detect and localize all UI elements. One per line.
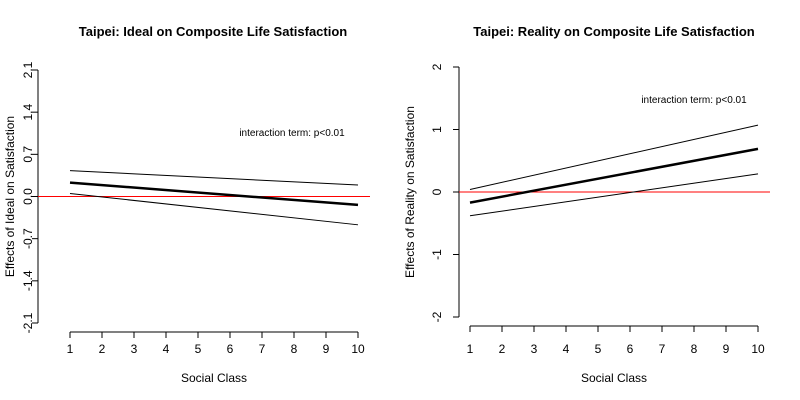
panel-1-x-axis-label: Social Class — [181, 371, 247, 385]
panel-2-x-tick-label: 7 — [659, 342, 666, 356]
panel-1-y-axis-label: Effects of Ideal on Satisfaction — [3, 116, 17, 277]
panel-2-x-axis-label: Social Class — [581, 371, 647, 385]
panel-2-series-lower-line — [469, 173, 759, 217]
panel-1-y-tick-label: 0.7 — [21, 146, 35, 163]
panel-1-y-tick-label: 0.0 — [21, 188, 35, 205]
panel-2-x-tick-label: 1 — [467, 342, 474, 356]
panel-2-series-estimate-line — [469, 147, 759, 204]
panel-1-x-tick-label: 3 — [131, 342, 138, 356]
panel-1-y-tick-label: 2.1 — [21, 61, 35, 78]
panel-1-series-estimate-line — [69, 181, 359, 207]
panel-2-x-tick-label: 8 — [691, 342, 698, 356]
panel-1-x-tick-label: 9 — [323, 342, 330, 356]
panel-2-y-tick-label: 1 — [430, 126, 444, 133]
panel-2-y-tick-label: -2 — [430, 311, 444, 322]
panel-1-x-tick-label: 5 — [195, 342, 202, 356]
panel-1-x-tick-label: 6 — [227, 342, 234, 356]
panel-2-x-tick-label: 4 — [563, 342, 570, 356]
panel-1-x-tick-label: 7 — [259, 342, 266, 356]
panel-2-y-axis-label: Effects of Reality on Satisfaction — [403, 106, 417, 278]
panel-2-y-tick-label: 0 — [430, 188, 444, 195]
panel-1-x-tick-label: 1 — [67, 342, 74, 356]
panel-2-y-tick-label: -1 — [430, 249, 444, 260]
panel-1-series-upper-line — [69, 170, 359, 186]
panel-2-x-tick-label: 10 — [751, 342, 765, 356]
panel-1-y-tick-label: -2.1 — [21, 312, 35, 333]
panel-1-x-tick-label: 8 — [291, 342, 298, 356]
panel-2-annotation: interaction term: p<0.01 — [641, 95, 747, 106]
panel-2-x-tick-label: 3 — [531, 342, 538, 356]
panel-1-y-tick-label: -0.7 — [21, 228, 35, 249]
panel-2-x-tick-label: 9 — [723, 342, 730, 356]
panel-1-x-tick-label: 10 — [351, 342, 365, 356]
panel-1-y-tick-label: 1.4 — [21, 104, 35, 121]
panel-1-annotation: interaction term: p<0.01 — [239, 128, 345, 139]
panel-2-series-upper-line — [469, 124, 759, 190]
panel-1-y-tick-label: -1.4 — [21, 270, 35, 291]
panel-2-x-tick-label: 2 — [499, 342, 506, 356]
panel-2-x-tick-label: 5 — [595, 342, 602, 356]
panel-1-title: Taipei: Ideal on Composite Life Satisfac… — [79, 24, 348, 39]
panel-1-series-lower-line — [69, 192, 359, 226]
panel-2-y-tick-label: 2 — [430, 63, 444, 70]
panel-2-title: Taipei: Reality on Composite Life Satisf… — [473, 24, 755, 39]
panel-2-x-tick-label: 6 — [627, 342, 634, 356]
panel-1-x-tick-label: 2 — [99, 342, 106, 356]
panel-1-x-tick-label: 4 — [163, 342, 170, 356]
